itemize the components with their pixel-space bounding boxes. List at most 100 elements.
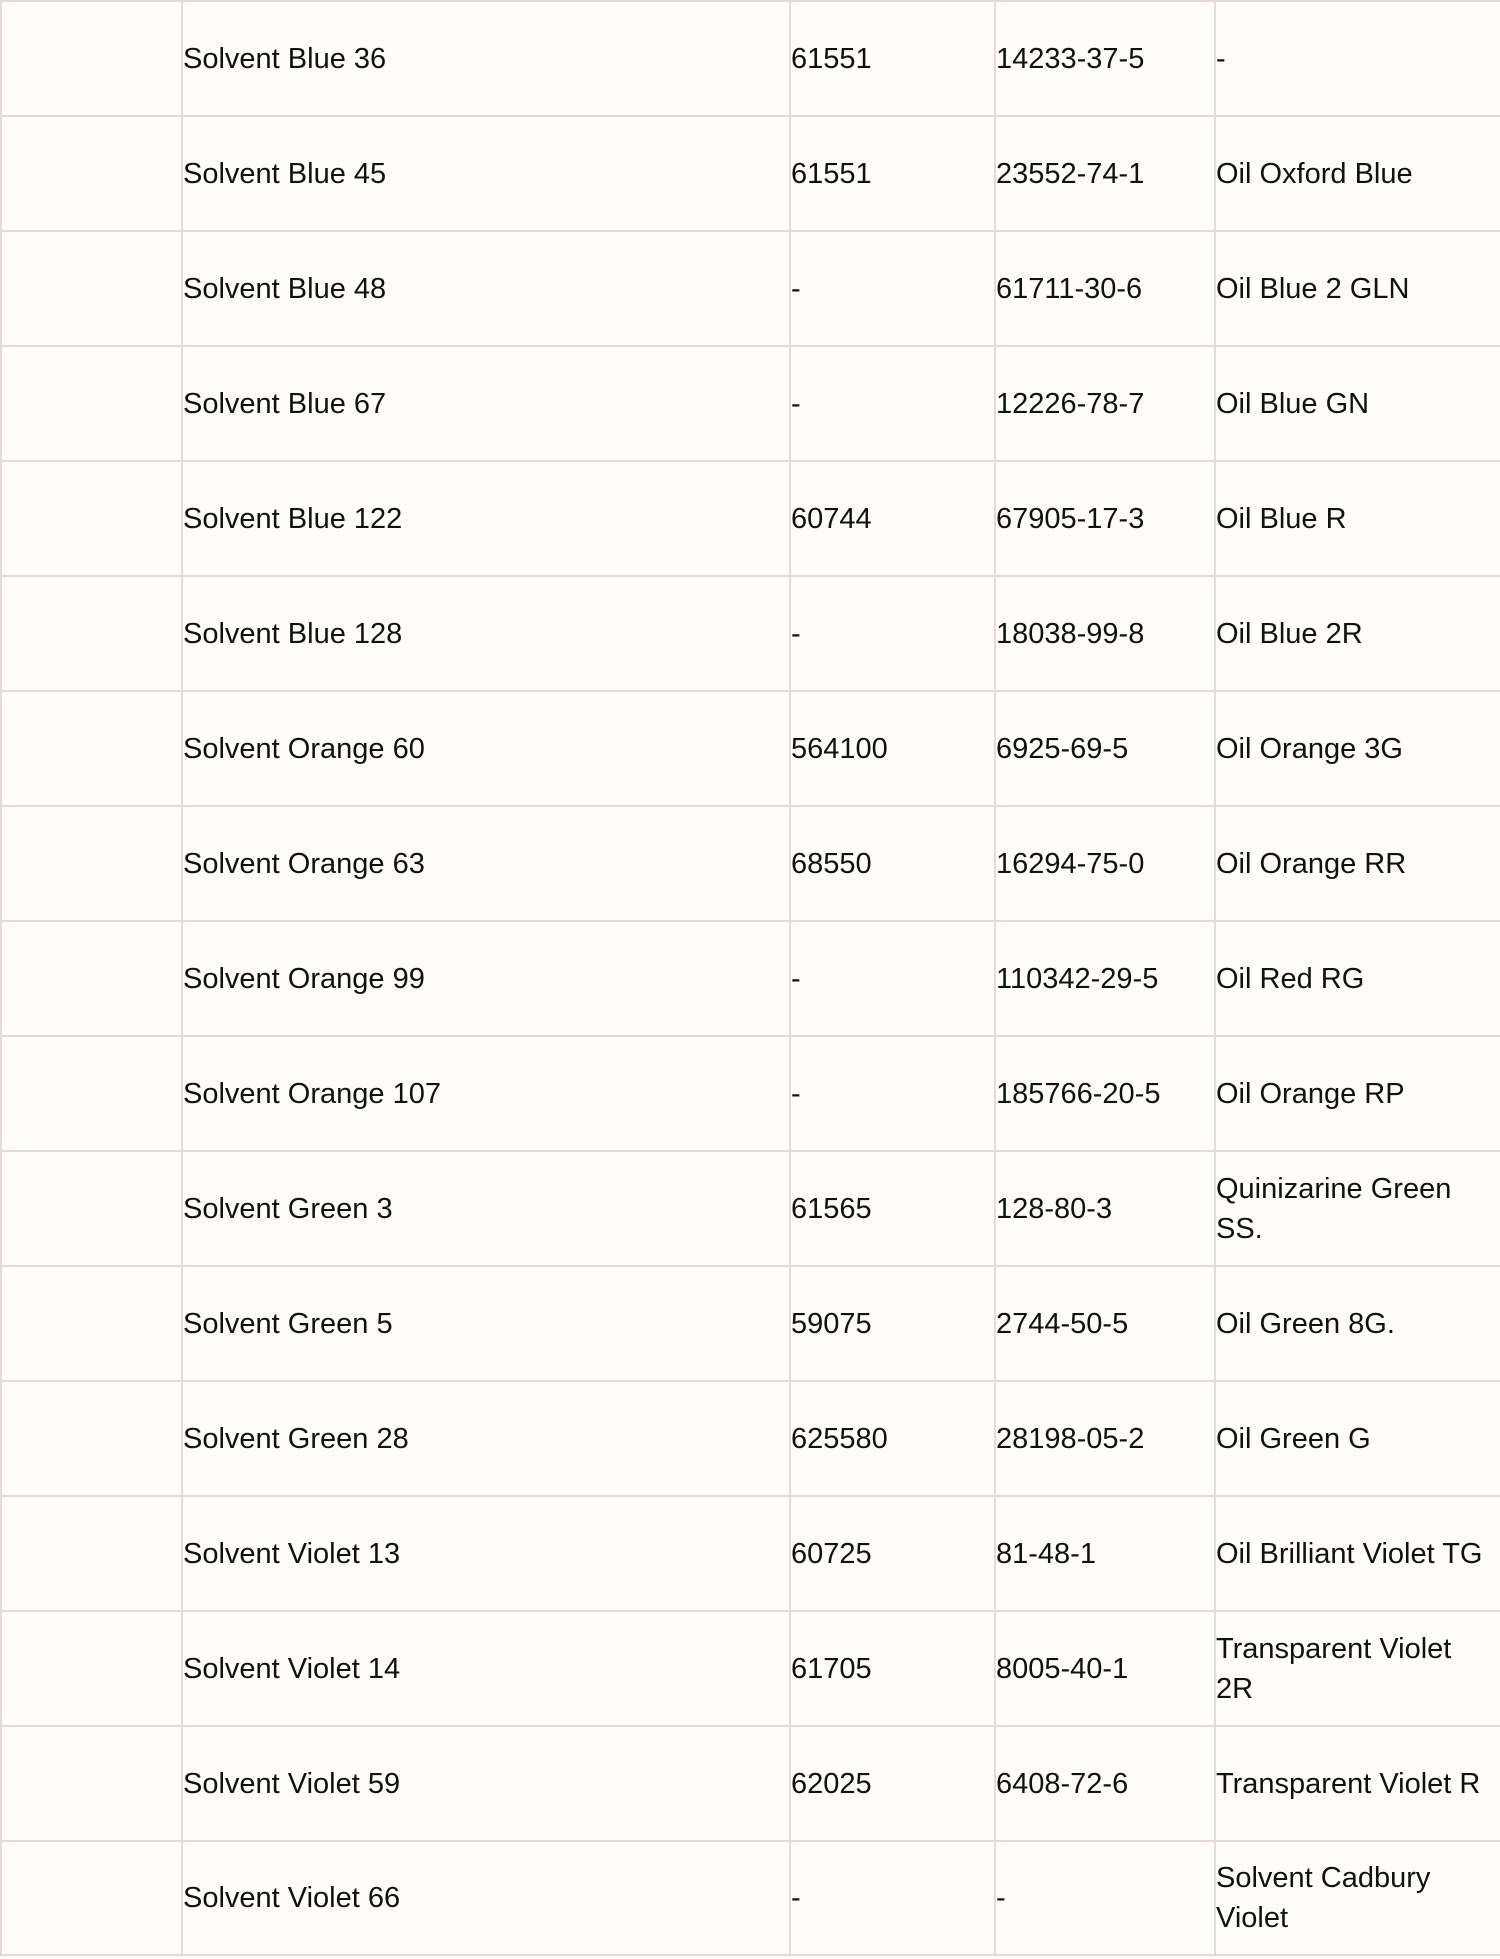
dye-name: Solvent Orange 60 — [181, 690, 791, 807]
color-index-number: - — [789, 575, 996, 692]
color-index-number: 61705 — [789, 1610, 996, 1727]
table-row: Solvent Violet 66 - - Solvent Cadbury Vi… — [0, 1840, 1500, 1956]
color-index-number: - — [789, 345, 996, 462]
trade-name: Quinizarine Green SS. — [1214, 1150, 1500, 1267]
table-row: Solvent Violet 14 61705 8005-40-1 Transp… — [0, 1610, 1500, 1727]
color-index-number: 564100 — [789, 690, 996, 807]
dye-name: Solvent Blue 36 — [181, 0, 791, 117]
table-row: Solvent Blue 122 60744 67905-17-3 Oil Bl… — [0, 460, 1500, 577]
trade-name: Oil Blue 2 GLN — [1214, 230, 1500, 347]
trade-name: Solvent Cadbury Violet — [1214, 1840, 1500, 1956]
dye-name: Solvent Green 3 — [181, 1150, 791, 1267]
table-row: Solvent Orange 107 - 185766-20-5 Oil Ora… — [0, 1035, 1500, 1152]
dye-name: Solvent Violet 66 — [181, 1840, 791, 1956]
color-index-number: - — [789, 920, 996, 1037]
table-row: Solvent Blue 128 - 18038-99-8 Oil Blue 2… — [0, 575, 1500, 692]
table-row: Solvent Blue 36 61551 14233-37-5 - — [0, 0, 1500, 117]
trade-name: Oil Blue GN — [1214, 345, 1500, 462]
trade-name: Oil Green G — [1214, 1380, 1500, 1497]
cas-number: 16294-75-0 — [994, 805, 1216, 922]
table-row: Solvent Violet 13 60725 81-48-1 Oil Bril… — [0, 1495, 1500, 1612]
table-row: Solvent Green 3 61565 128-80-3 Quinizari… — [0, 1150, 1500, 1267]
color-swatch-cell — [0, 1380, 183, 1497]
color-index-number: 68550 — [789, 805, 996, 922]
color-swatch-cell — [0, 1495, 183, 1612]
table-row: Solvent Violet 59 62025 6408-72-6 Transp… — [0, 1725, 1500, 1842]
cas-number: 185766-20-5 — [994, 1035, 1216, 1152]
color-swatch-cell — [0, 1035, 183, 1152]
cas-number: 2744-50-5 — [994, 1265, 1216, 1382]
trade-name: Transparent Violet 2R — [1214, 1610, 1500, 1727]
color-swatch-cell — [0, 690, 183, 807]
color-swatch-cell — [0, 115, 183, 232]
dye-name: Solvent Violet 59 — [181, 1725, 791, 1842]
color-index-number: 60744 — [789, 460, 996, 577]
cas-number: 14233-37-5 — [994, 0, 1216, 117]
color-swatch-cell — [0, 230, 183, 347]
color-swatch-cell — [0, 575, 183, 692]
color-index-number: - — [789, 1035, 996, 1152]
dye-name: Solvent Green 28 — [181, 1380, 791, 1497]
dye-name: Solvent Blue 45 — [181, 115, 791, 232]
color-index-number: 61551 — [789, 0, 996, 117]
cas-number: 128-80-3 — [994, 1150, 1216, 1267]
dye-name: Solvent Blue 122 — [181, 460, 791, 577]
color-index-number: 60725 — [789, 1495, 996, 1612]
dye-name: Solvent Orange 99 — [181, 920, 791, 1037]
color-swatch-cell — [0, 1610, 183, 1727]
color-swatch-cell — [0, 0, 183, 117]
cas-number: 18038-99-8 — [994, 575, 1216, 692]
table-row: Solvent Orange 99 - 110342-29-5 Oil Red … — [0, 920, 1500, 1037]
color-swatch-cell — [0, 460, 183, 577]
table-row: Solvent Green 28 625580 28198-05-2 Oil G… — [0, 1380, 1500, 1497]
color-swatch-cell — [0, 345, 183, 462]
trade-name: Transparent Violet R — [1214, 1725, 1500, 1842]
dye-name: Solvent Violet 14 — [181, 1610, 791, 1727]
table-row: Solvent Orange 63 68550 16294-75-0 Oil O… — [0, 805, 1500, 922]
trade-name: Oil Orange 3G — [1214, 690, 1500, 807]
color-swatch-cell — [0, 1265, 183, 1382]
cas-number: 8005-40-1 — [994, 1610, 1216, 1727]
dye-name: Solvent Violet 13 — [181, 1495, 791, 1612]
cas-number: 28198-05-2 — [994, 1380, 1216, 1497]
trade-name: Oil Oxford Blue — [1214, 115, 1500, 232]
dye-name: Solvent Blue 67 — [181, 345, 791, 462]
trade-name: Oil Orange RR — [1214, 805, 1500, 922]
table-row: Solvent Blue 48 - 61711-30-6 Oil Blue 2 … — [0, 230, 1500, 347]
cas-number: - — [994, 1840, 1216, 1956]
color-index-number: 61565 — [789, 1150, 996, 1267]
table-row: Solvent Blue 67 - 12226-78-7 Oil Blue GN — [0, 345, 1500, 462]
color-swatch-cell — [0, 1150, 183, 1267]
color-index-number: 61551 — [789, 115, 996, 232]
color-index-number: 625580 — [789, 1380, 996, 1497]
cas-number: 6925-69-5 — [994, 690, 1216, 807]
dye-name: Solvent Blue 48 — [181, 230, 791, 347]
color-index-number: 59075 — [789, 1265, 996, 1382]
color-index-number: - — [789, 230, 996, 347]
cas-number: 61711-30-6 — [994, 230, 1216, 347]
cas-number: 81-48-1 — [994, 1495, 1216, 1612]
trade-name: Oil Orange RP — [1214, 1035, 1500, 1152]
trade-name: Oil Blue 2R — [1214, 575, 1500, 692]
color-swatch-cell — [0, 805, 183, 922]
dye-name: Solvent Orange 63 — [181, 805, 791, 922]
cas-number: 23552-74-1 — [994, 115, 1216, 232]
color-index-number: 62025 — [789, 1725, 996, 1842]
cas-number: 110342-29-5 — [994, 920, 1216, 1037]
trade-name: - — [1214, 0, 1500, 117]
color-swatch-cell — [0, 920, 183, 1037]
trade-name: Oil Blue R — [1214, 460, 1500, 577]
color-swatch-cell — [0, 1840, 183, 1956]
cas-number: 67905-17-3 — [994, 460, 1216, 577]
dye-name: Solvent Orange 107 — [181, 1035, 791, 1152]
cas-number: 12226-78-7 — [994, 345, 1216, 462]
trade-name: Oil Green 8G. — [1214, 1265, 1500, 1382]
dye-name: Solvent Green 5 — [181, 1265, 791, 1382]
color-swatch-cell — [0, 1725, 183, 1842]
cas-number: 6408-72-6 — [994, 1725, 1216, 1842]
table-row: Solvent Green 5 59075 2744-50-5 Oil Gree… — [0, 1265, 1500, 1382]
trade-name: Oil Brilliant Violet TG — [1214, 1495, 1500, 1612]
dye-name: Solvent Blue 128 — [181, 575, 791, 692]
